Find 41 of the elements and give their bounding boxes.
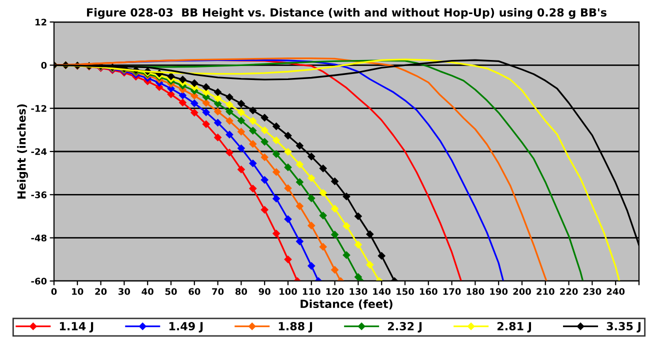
x-tick-label: 200	[513, 288, 531, 295]
y-tick-label: -60	[31, 278, 47, 285]
x-tick-label: 70	[212, 288, 224, 295]
y-tick-label: 12	[36, 18, 46, 26]
y-tick-label: -36	[31, 191, 47, 198]
x-tick-label: 100	[280, 288, 297, 295]
x-tick-label: 90	[258, 288, 270, 295]
x-tick-label: 30	[118, 288, 130, 295]
y-tick-label: -24	[31, 148, 47, 155]
x-tick-label: 210	[536, 288, 554, 295]
x-tick-label: 20	[95, 288, 107, 295]
x-tick-label: 190	[490, 288, 508, 295]
x-tick-label: 120	[326, 288, 344, 295]
x-tick-label: 40	[142, 288, 154, 295]
x-tick-label: 230	[583, 288, 602, 295]
x-tick-label: 130	[350, 288, 368, 295]
chart-title: Figure 028-03 BB Height vs. Distance (with and without Hop-Up) using 0.28 g BB's	[87, 8, 606, 19]
x-tick-label: 160	[420, 288, 438, 295]
y-axis-title: Height (inches)	[17, 104, 28, 199]
x-tick-label: 110	[302, 288, 320, 295]
y-tick-label: 0	[41, 62, 47, 69]
x-axis-title: Distance (feet)	[300, 299, 392, 310]
y-tick-label: -48	[31, 234, 46, 242]
legend-label: 1.88 J	[278, 322, 312, 332]
x-tick-label: 140	[373, 288, 391, 295]
legend-label: 1.49 J	[169, 322, 203, 332]
x-tick-label: 240	[606, 288, 625, 295]
x-tick-label: 0	[51, 288, 57, 295]
x-tick-label: 10	[72, 288, 84, 295]
legend-label: 2.32 J	[388, 322, 422, 332]
x-tick-label: 60	[188, 288, 200, 295]
x-tick-label: 80	[235, 288, 248, 295]
legend-label: 2.81 J	[497, 322, 532, 332]
x-tick-label: 180	[466, 288, 484, 295]
legend-label: 3.35 J	[606, 322, 640, 332]
x-tick-label: 150	[396, 288, 414, 295]
x-tick-label: 50	[165, 288, 177, 295]
y-tick-label: -12	[31, 105, 46, 112]
x-tick-label: 220	[560, 288, 578, 295]
legend-label: 1.14 J	[60, 322, 94, 332]
x-tick-label: 170	[443, 288, 461, 295]
